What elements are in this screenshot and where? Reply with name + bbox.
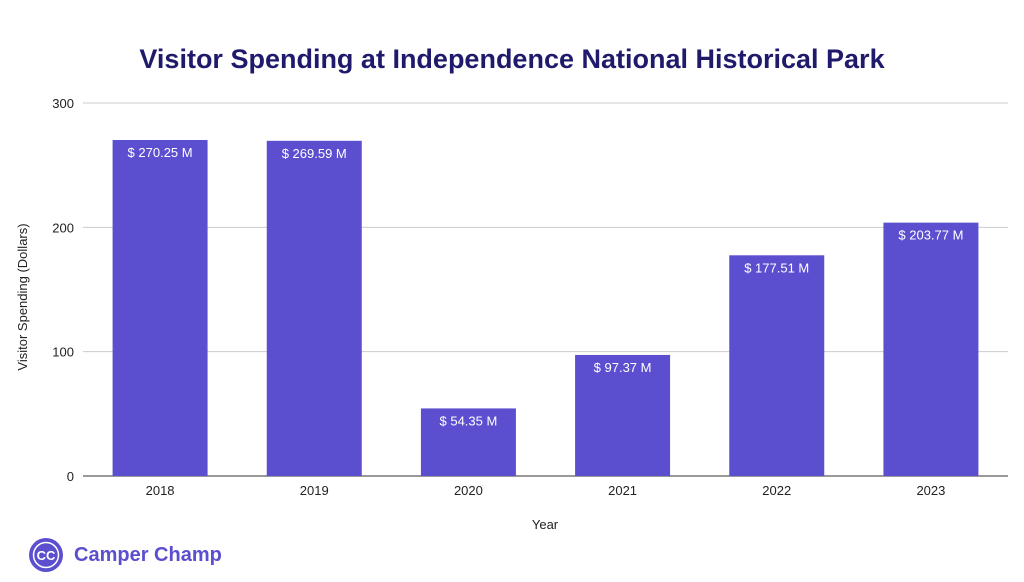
x-tick-label: 2023 bbox=[916, 483, 945, 498]
camper-champ-logo-icon: CC bbox=[29, 538, 63, 572]
x-axis-label: Year bbox=[532, 517, 559, 532]
logo-monogram: CC bbox=[37, 548, 56, 563]
bar-2023 bbox=[883, 222, 979, 476]
y-axis-label: Visitor Spending (Dollars) bbox=[15, 223, 30, 370]
x-tick-label: 2018 bbox=[146, 483, 175, 498]
x-tick-label: 2022 bbox=[762, 483, 791, 498]
x-axis-ticks: 2018 2019 2020 2021 2022 2023 bbox=[146, 483, 946, 498]
bars bbox=[112, 139, 979, 477]
bar-2020 bbox=[420, 408, 516, 476]
x-tick-label: 2020 bbox=[454, 483, 483, 498]
data-label: $ 203.77 M bbox=[898, 228, 963, 243]
data-label: $ 54.35 M bbox=[440, 413, 498, 428]
bar-2019 bbox=[266, 140, 362, 477]
y-tick-label: 0 bbox=[67, 469, 74, 484]
bar-2018 bbox=[112, 139, 208, 476]
y-tick-label: 200 bbox=[52, 220, 74, 235]
gridlines bbox=[83, 102, 1008, 477]
y-tick-label: 100 bbox=[52, 345, 74, 360]
bar-2022 bbox=[729, 255, 825, 476]
y-axis-ticks: 0 100 200 300 bbox=[52, 96, 74, 484]
data-label: $ 97.37 M bbox=[594, 360, 652, 375]
data-label: $ 270.25 M bbox=[128, 145, 193, 160]
x-tick-label: 2019 bbox=[300, 483, 329, 498]
brand-name: Camper Champ bbox=[74, 543, 222, 566]
data-label: $ 177.51 M bbox=[744, 260, 809, 275]
x-tick-label: 2021 bbox=[608, 483, 637, 498]
chart-title: Visitor Spending at Independence Nationa… bbox=[139, 44, 885, 74]
brand-logo: CC Camper Champ bbox=[28, 537, 222, 573]
y-tick-label: 300 bbox=[52, 96, 74, 111]
data-labels: $ 270.25 M $ 269.59 M $ 54.35 M $ 97.37 M $ … bbox=[128, 145, 964, 428]
data-label: $ 269.59 M bbox=[282, 146, 347, 161]
bar-2021 bbox=[575, 354, 671, 476]
